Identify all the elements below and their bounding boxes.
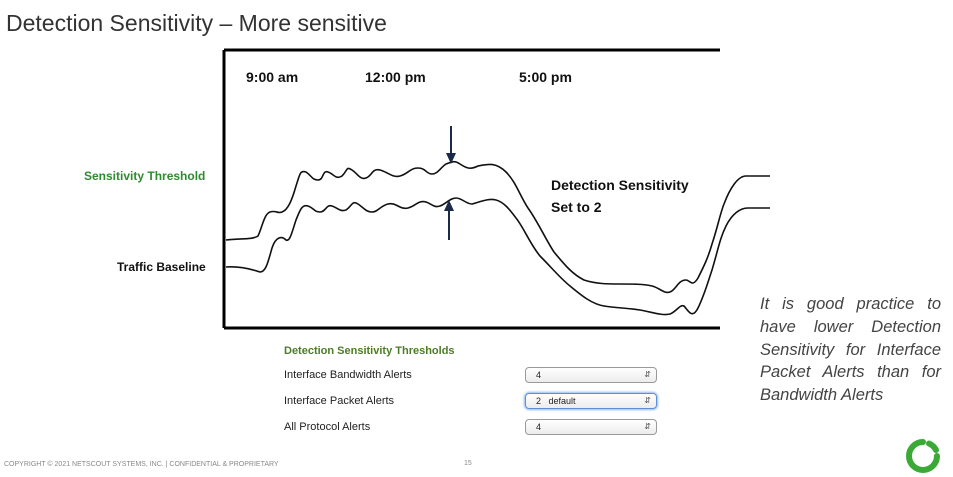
time-label-5pm: 5:00 pm	[519, 69, 572, 85]
threshold-arrow-head	[446, 153, 456, 164]
baseline-arrow-head	[444, 200, 454, 211]
sensitivity-threshold-label: Sensitivity Threshold	[84, 169, 206, 183]
protocol-alerts-value: 4	[536, 422, 542, 432]
netscout-logo-icon	[906, 439, 940, 473]
setting-label-protocol: All Protocol Alerts	[284, 421, 371, 433]
settings-title: Detection Sensitivity Thresholds	[284, 345, 455, 357]
traffic-baseline-curve	[225, 197, 770, 316]
copyright-footer: COPYRIGHT © 2021 NETSCOUT SYSTEMS, INC. …	[4, 461, 279, 468]
annotation-line-2: Set to 2	[551, 199, 602, 215]
detection-sensitivity-annotation: Detection Sensitivity Set to 2	[551, 174, 689, 218]
select-arrows-icon: ⇵	[644, 370, 651, 379]
page-number: 15	[464, 460, 472, 467]
time-label-12pm: 12:00 pm	[365, 69, 426, 85]
slide-title: Detection Sensitivity – More sensitive	[6, 10, 387, 36]
time-label-9am: 9:00 am	[246, 69, 299, 85]
traffic-baseline-label: Traffic Baseline	[117, 260, 206, 274]
best-practice-note: It is good practice to have lower Detect…	[760, 295, 941, 405]
select-arrows-icon: ⇵	[644, 422, 651, 431]
setting-label-bandwidth: Interface Bandwidth Alerts	[284, 369, 412, 381]
bandwidth-alerts-select[interactable]: 4 ⇵	[525, 367, 657, 383]
packet-alerts-select[interactable]: 2 default ⇵	[525, 393, 657, 409]
packet-alerts-value: 2 default	[536, 396, 576, 406]
annotation-line-1: Detection Sensitivity	[551, 177, 689, 193]
bandwidth-alerts-value: 4	[536, 370, 542, 380]
setting-label-packet: Interface Packet Alerts	[284, 395, 395, 407]
protocol-alerts-select[interactable]: 4 ⇵	[525, 419, 657, 435]
select-arrows-icon: ⇵	[644, 396, 651, 405]
sensitivity-threshold-curve	[225, 160, 770, 294]
